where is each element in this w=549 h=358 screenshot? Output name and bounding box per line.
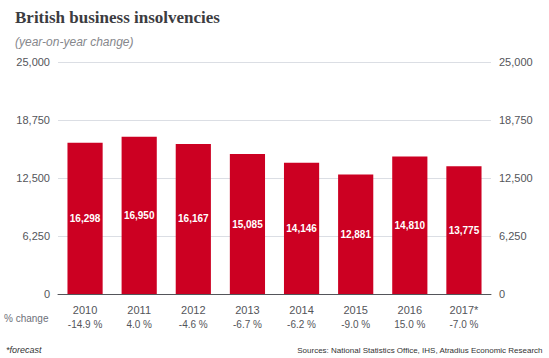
svg-text:(year-on-year change): (year-on-year change) [15,35,134,49]
svg-text:2010: 2010 [73,304,97,316]
svg-text:Sources: National Statistics O: Sources: National Statistics Office, IHS… [297,346,542,355]
svg-text:6,250: 6,250 [22,230,50,242]
svg-text:-14.9 %: -14.9 % [68,319,103,330]
svg-text:18,750: 18,750 [16,114,50,126]
svg-text:12,500: 12,500 [499,172,533,184]
svg-text:15,085: 15,085 [232,219,263,230]
svg-text:0: 0 [499,288,505,300]
svg-text:12,500: 12,500 [16,172,50,184]
svg-text:12,881: 12,881 [340,229,371,240]
svg-text:14,146: 14,146 [286,223,317,234]
svg-text:% change: % change [4,313,49,324]
svg-text:British business insolvencies: British business insolvencies [15,8,220,27]
svg-text:*forecast: *forecast [6,345,42,355]
svg-text:2011: 2011 [127,304,151,316]
svg-text:-6.2 %: -6.2 % [287,319,316,330]
svg-text:16,298: 16,298 [70,213,101,224]
svg-text:-6.7 %: -6.7 % [233,319,262,330]
svg-text:16,167: 16,167 [178,213,209,224]
svg-text:4.0 %: 4.0 % [126,319,152,330]
svg-text:18,750: 18,750 [499,114,533,126]
svg-text:-7.0 %: -7.0 % [449,319,478,330]
svg-text:16,950: 16,950 [124,210,155,221]
svg-text:-4.6 %: -4.6 % [179,319,208,330]
svg-text:14,810: 14,810 [395,220,426,231]
svg-text:6,250: 6,250 [499,230,527,242]
svg-text:0: 0 [44,288,50,300]
svg-text:13,775: 13,775 [449,225,480,236]
svg-text:2013: 2013 [235,304,259,316]
svg-text:2014: 2014 [289,304,313,316]
svg-text:25,000: 25,000 [499,56,533,68]
svg-text:2017*: 2017* [450,304,479,316]
svg-text:25,000: 25,000 [16,56,50,68]
svg-text:2015: 2015 [343,304,367,316]
svg-text:-9.0 %: -9.0 % [341,319,370,330]
svg-text:15.0 %: 15.0 % [394,319,425,330]
svg-text:2016: 2016 [398,304,422,316]
svg-text:2012: 2012 [181,304,205,316]
